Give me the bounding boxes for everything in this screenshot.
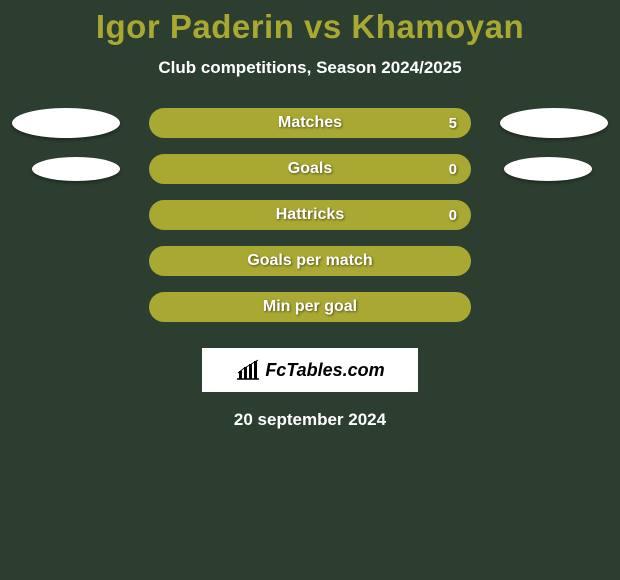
comparison-title: Igor Paderin vs Khamoyan [0, 0, 620, 46]
stat-row: Goals per match [10, 246, 610, 292]
comparison-subtitle: Club competitions, Season 2024/2025 [0, 58, 620, 78]
logo-box: FcTables.com [202, 348, 418, 392]
stats-area: Matches 5 Goals 0 Hattricks 0 Goals per … [0, 108, 620, 338]
stat-label: Goals [288, 160, 332, 178]
stat-label: Goals per match [247, 252, 372, 270]
stat-label: Min per goal [263, 298, 357, 316]
stat-label: Matches [278, 114, 342, 132]
stat-row: Goals 0 [10, 154, 610, 200]
stat-row: Matches 5 [10, 108, 610, 154]
logo-text: FcTables.com [265, 360, 384, 381]
stat-value: 0 [449, 207, 457, 224]
date-stamp: 20 september 2024 [0, 410, 620, 430]
stat-bar: Goals per match [149, 246, 471, 276]
stat-row: Min per goal [10, 292, 610, 338]
player-oval-right [500, 108, 608, 138]
stat-value: 0 [449, 161, 457, 178]
player-oval-left [12, 108, 120, 138]
stat-bar: Goals 0 [149, 154, 471, 184]
stat-bar: Matches 5 [149, 108, 471, 138]
bar-chart-icon [235, 359, 261, 381]
player-oval-left [32, 157, 120, 181]
player-oval-right [504, 157, 592, 181]
stat-bar: Min per goal [149, 292, 471, 322]
stat-value: 5 [449, 115, 457, 132]
stat-bar: Hattricks 0 [149, 200, 471, 230]
stat-row: Hattricks 0 [10, 200, 610, 246]
stat-label: Hattricks [276, 206, 344, 224]
